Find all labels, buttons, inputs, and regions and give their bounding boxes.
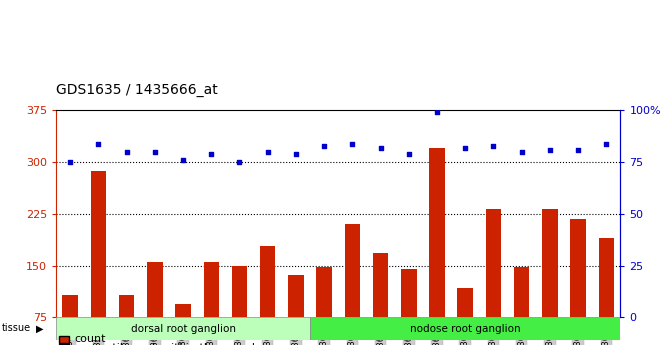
Bar bbox=[373, 253, 388, 345]
Bar bbox=[401, 269, 416, 345]
Bar bbox=[90, 171, 106, 345]
Point bbox=[93, 141, 104, 146]
Text: GDS1635 / 1435666_at: GDS1635 / 1435666_at bbox=[56, 82, 218, 97]
Bar bbox=[176, 304, 191, 345]
Point bbox=[601, 141, 612, 146]
Point bbox=[234, 159, 245, 165]
Text: percentile rank within the sample: percentile rank within the sample bbox=[74, 343, 262, 345]
Bar bbox=[599, 238, 614, 345]
Bar bbox=[514, 267, 529, 345]
Point bbox=[65, 159, 75, 165]
Point bbox=[178, 157, 188, 163]
Bar bbox=[288, 275, 304, 345]
Point bbox=[403, 151, 414, 157]
Bar bbox=[310, 317, 620, 340]
Text: dorsal root ganglion: dorsal root ganglion bbox=[131, 324, 236, 334]
Point bbox=[460, 145, 471, 150]
Point bbox=[206, 151, 216, 157]
Point bbox=[488, 143, 499, 148]
Bar bbox=[203, 262, 219, 345]
Bar bbox=[457, 288, 473, 345]
Point bbox=[347, 141, 358, 146]
Bar bbox=[486, 209, 501, 345]
Bar bbox=[56, 317, 310, 340]
Point bbox=[290, 151, 301, 157]
Bar bbox=[232, 266, 248, 345]
Text: count: count bbox=[74, 335, 106, 344]
Bar bbox=[147, 262, 162, 345]
Point bbox=[376, 145, 386, 150]
Bar bbox=[119, 295, 135, 345]
Bar bbox=[429, 148, 445, 345]
Bar bbox=[316, 267, 332, 345]
Point bbox=[150, 149, 160, 155]
Text: ▶: ▶ bbox=[36, 324, 44, 333]
Point bbox=[516, 149, 527, 155]
Bar bbox=[542, 209, 558, 345]
Point bbox=[544, 147, 555, 152]
Point bbox=[319, 143, 329, 148]
Bar bbox=[260, 246, 275, 345]
Text: nodose root ganglion: nodose root ganglion bbox=[410, 324, 521, 334]
Bar bbox=[345, 224, 360, 345]
Point bbox=[432, 110, 442, 115]
Point bbox=[573, 147, 583, 152]
Point bbox=[263, 149, 273, 155]
Point bbox=[121, 149, 132, 155]
Bar bbox=[570, 219, 586, 345]
Bar bbox=[63, 295, 78, 345]
Text: tissue: tissue bbox=[1, 324, 30, 333]
